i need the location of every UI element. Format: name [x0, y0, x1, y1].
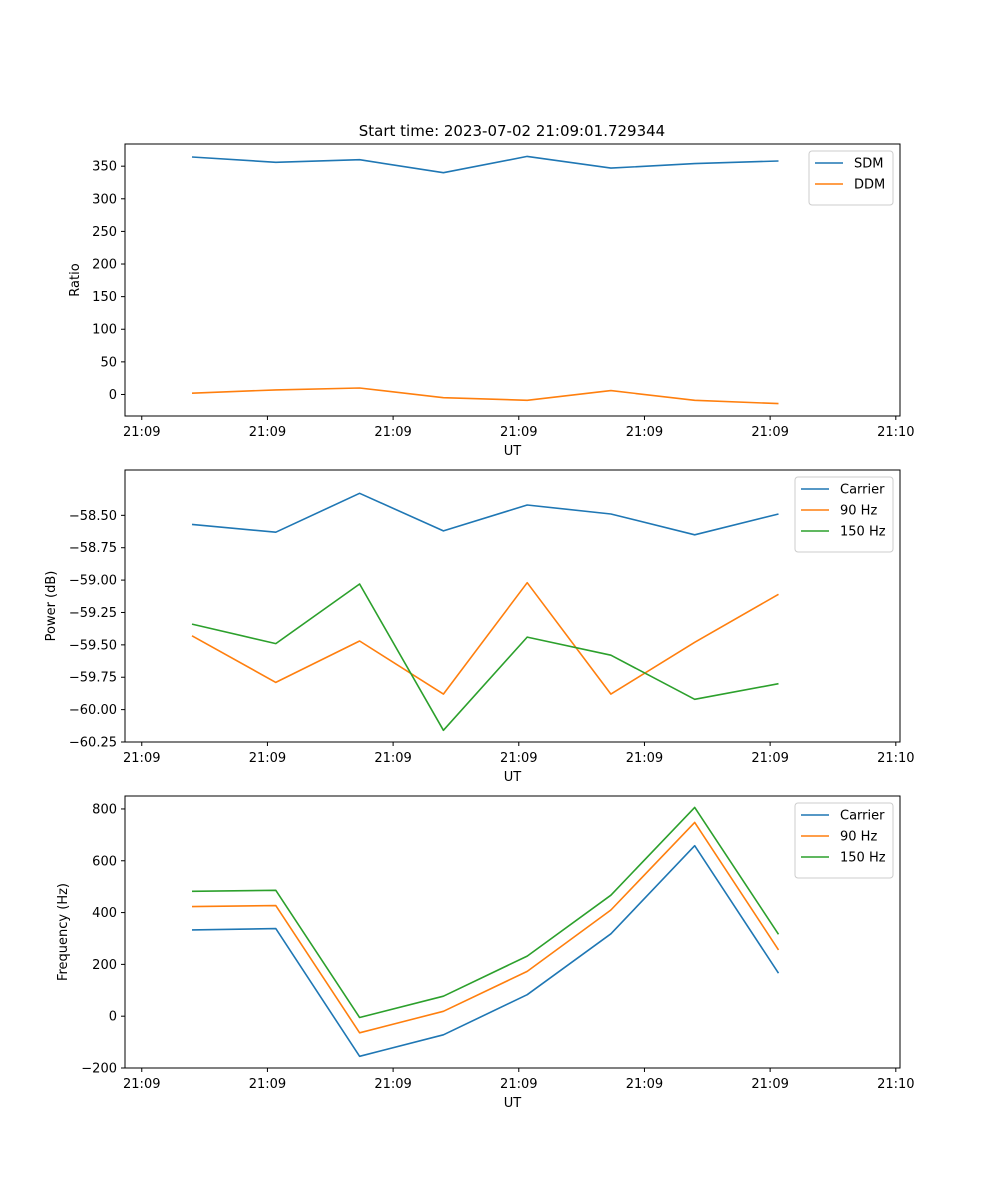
- charts: 21:09 21:09 21:09 21:09 21:09 21:09 21:10 UT 0 50…: [44, 143, 915, 1111]
- y-tick-label: 400: [92, 906, 117, 921]
- x-tick-label: 21:09: [374, 751, 411, 766]
- x-tick-label: 21:09: [751, 425, 788, 440]
- y-tick-label: 200: [92, 958, 117, 973]
- legend: SDM DDM: [808, 150, 894, 206]
- chart-panel-3: 21:09 21:09 21:09 21:09 21:09 21:09 21:10 UT −20…: [56, 795, 915, 1111]
- y-tick-label: 250: [92, 225, 117, 240]
- axes-frame: [124, 469, 901, 743]
- y-axis-label: Ratio: [68, 263, 83, 296]
- chart-panel-1: 21:09 21:09 21:09 21:09 21:09 21:09 21:10 UT 0 50…: [68, 143, 915, 459]
- x-tick-label: 21:09: [249, 425, 286, 440]
- legend-box: [794, 476, 894, 553]
- x-tick-label: 21:09: [123, 751, 160, 766]
- axes-frame: [124, 795, 901, 1069]
- series-line-ddm: [191, 387, 779, 405]
- y-tick-label: 0: [109, 1010, 117, 1025]
- x-tick-label: 21:09: [249, 751, 286, 766]
- legend-label: 150 Hz: [840, 851, 886, 866]
- series-line-90-hz: [191, 581, 779, 695]
- legend-box: [794, 802, 894, 879]
- legend-label: 150 Hz: [840, 525, 886, 540]
- y-tick-label: −59.75: [69, 671, 117, 686]
- x-tick-label: 21:10: [877, 425, 914, 440]
- legend-label: DDM: [854, 178, 885, 193]
- y-tick-label: −58.75: [69, 541, 117, 556]
- y-tick-label: 600: [92, 854, 117, 869]
- x-axis-label: UT: [504, 1096, 522, 1111]
- y-tick-label: 300: [92, 192, 117, 207]
- legend: Carrier 90 Hz 150 Hz: [794, 802, 894, 879]
- y-tick-label: −59.00: [69, 574, 117, 589]
- x-tick-label: 21:10: [877, 1077, 914, 1092]
- y-tick-label: 50: [100, 355, 117, 370]
- y-tick-label: 0: [109, 388, 117, 403]
- y-tick-label: 150: [92, 290, 117, 305]
- x-tick-label: 21:10: [877, 751, 914, 766]
- x-tick-label: 21:09: [500, 425, 537, 440]
- figure-title: Start time: 2023-07-02 21:09:01.729344: [359, 122, 665, 140]
- y-axis-label: Frequency (Hz): [56, 883, 71, 981]
- legend-label: SDM: [854, 157, 883, 172]
- legend-label: Carrier: [840, 483, 885, 498]
- chart-panel-2: 21:09 21:09 21:09 21:09 21:09 21:09 21:10 UT −60…: [44, 469, 915, 785]
- series-line-150-hz: [191, 583, 779, 732]
- y-tick-label: −60.25: [69, 736, 117, 751]
- y-tick-label: 200: [92, 258, 117, 273]
- y-tick-label: 350: [92, 160, 117, 175]
- x-axis-label: UT: [504, 770, 522, 785]
- y-tick-label: 800: [92, 802, 117, 817]
- legend-box: [808, 150, 894, 206]
- x-tick-label: 21:09: [500, 1077, 537, 1092]
- x-tick-label: 21:09: [374, 425, 411, 440]
- legend-label: Carrier: [840, 809, 885, 824]
- x-tick-label: 21:09: [374, 1077, 411, 1092]
- x-tick-label: 21:09: [626, 1077, 663, 1092]
- x-tick-label: 21:09: [500, 751, 537, 766]
- y-tick-label: 100: [92, 323, 117, 338]
- x-tick-label: 21:09: [626, 425, 663, 440]
- x-tick-label: 21:09: [626, 751, 663, 766]
- y-tick-label: −59.25: [69, 606, 117, 621]
- y-tick-label: −200: [81, 1062, 117, 1077]
- series-line-90-hz: [191, 821, 780, 1034]
- x-axis-label: UT: [504, 444, 522, 459]
- y-tick-label: −58.50: [69, 509, 117, 524]
- y-tick-label: −59.50: [69, 638, 117, 653]
- legend: Carrier 90 Hz 150 Hz: [794, 476, 894, 553]
- series-line-150-hz: [191, 806, 780, 1019]
- axes-frame: [124, 143, 901, 417]
- legend-label: 90 Hz: [840, 830, 877, 845]
- y-axis-label: Power (dB): [44, 571, 59, 642]
- x-tick-label: 21:09: [751, 751, 788, 766]
- x-tick-label: 21:09: [249, 1077, 286, 1092]
- series-line-sdm: [191, 155, 779, 174]
- x-tick-label: 21:09: [123, 425, 160, 440]
- series-line-carrier: [191, 844, 780, 1058]
- x-tick-label: 21:09: [123, 1077, 160, 1092]
- series-line-carrier: [191, 492, 779, 536]
- x-tick-label: 21:09: [751, 1077, 788, 1092]
- legend-label: 90 Hz: [840, 504, 877, 519]
- y-tick-label: −60.00: [69, 703, 117, 718]
